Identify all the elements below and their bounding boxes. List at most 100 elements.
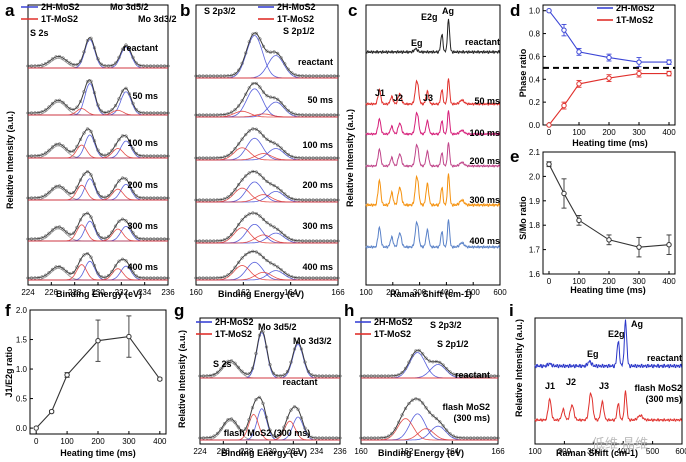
panel-b-data-point (332, 156, 337, 160)
peak-j1-label: J1 (375, 88, 385, 98)
panel-a-data-point (92, 91, 97, 95)
panel-f-xtick-label: 300 (122, 437, 136, 446)
a-row-300ms: 300 ms (127, 221, 158, 231)
panel-a-data-point (162, 64, 167, 68)
panel-b-data-point (229, 110, 234, 114)
panel-d-data-point (666, 59, 672, 65)
panel-a-data-point (43, 273, 48, 277)
panel-a-data-point (162, 237, 167, 241)
panel-a-data-point (40, 275, 44, 279)
panel-b-data-point (276, 51, 280, 56)
panel-a-data-point (103, 195, 107, 199)
panel-f-data-point (126, 333, 132, 340)
panel-a-data-point (54, 99, 58, 103)
panel-b-data-point (307, 156, 312, 160)
panel-g-xtick-label: 226 (217, 447, 231, 456)
panel-h-data-point (376, 374, 380, 378)
panel-a-data-point (131, 55, 135, 60)
panel-a-legend: 2H-MoS2 1T-MoS2 (21, 2, 80, 24)
panel-h-data-point (468, 374, 473, 378)
panel-a-data-point (33, 276, 37, 280)
panel-e-ytick-label: 1.7 (529, 246, 541, 255)
a-row-reactant: reactant (123, 43, 158, 53)
c-row-300ms: 300 ms (469, 195, 500, 205)
panel-a-data-point (89, 36, 93, 40)
panel-g-xtick-label: 230 (263, 447, 277, 456)
panel-a-data-point (82, 90, 86, 94)
panel-h-data-point (414, 349, 418, 353)
panel-b-data-point (244, 174, 248, 178)
panel-a-data-point (36, 153, 41, 158)
panel-b-data-point (205, 74, 209, 78)
legend-2h-label: 2H-MoS2 (41, 2, 80, 12)
panel-a-data-point (96, 148, 100, 152)
peak-s2p12-label: S 2p1/2 (283, 26, 315, 36)
panel-b-data-point (247, 212, 251, 216)
panel-b-data-point (258, 172, 262, 177)
panel-i-xtick-label: 200 (558, 447, 572, 456)
peak-s2p32-label: S 2p3/2 (430, 320, 462, 330)
c-row-400ms: 400 ms (469, 236, 500, 246)
panel-b-data-point (251, 211, 255, 215)
panel-b-data-point (332, 74, 337, 78)
panel-b-data-point (325, 113, 330, 117)
panel-e-data-point (561, 190, 567, 197)
panel-c-xtick-label: 500 (467, 288, 481, 297)
panel-b-data-point (318, 156, 322, 160)
panel-h-data-point (359, 374, 363, 378)
panel-b-data-point (322, 74, 326, 78)
panel-b-component (196, 153, 338, 161)
panel-a-data-point (61, 227, 65, 231)
panel-b-data-point (268, 139, 273, 144)
panel-b-data-point (240, 99, 244, 103)
panel-b-component (196, 271, 338, 281)
panel-i-xtick-label: 500 (646, 447, 660, 456)
panel-a-data-point (29, 154, 34, 158)
panel-a-data-point (47, 270, 51, 275)
panel-a-data-point (155, 111, 160, 115)
panel-a-data-point (43, 151, 48, 155)
panel-g-data-point (236, 425, 241, 429)
panel-c-spectrum (365, 110, 501, 136)
panel-b-data-point (325, 198, 330, 202)
panel-c-spectrum (365, 142, 501, 168)
panel-a-data-point (82, 253, 86, 257)
panel-d-xtick-label: 300 (632, 128, 646, 137)
panel-d-letter: d (510, 1, 520, 20)
panel-b-data-point (194, 156, 198, 160)
c-row-200ms: 200 ms (469, 156, 500, 166)
panel-h-data-point (434, 416, 439, 421)
panel-b-data-point (290, 111, 294, 115)
panel-a-data-point (92, 182, 97, 186)
panel-a-xtick-label: 230 (91, 288, 105, 297)
panel-a-data-point (120, 89, 125, 93)
panel-h-data-point (458, 374, 462, 378)
panel-a-letter: a (5, 1, 15, 20)
panel-b-data-point (197, 276, 202, 280)
spectra-layer (26, 8, 683, 441)
panel-b-data-point (233, 187, 237, 192)
panel-b-data-point (290, 71, 294, 75)
panel-h-data-point (403, 406, 408, 411)
panel-a-data-point (82, 172, 86, 176)
panel-a-data-point (33, 237, 37, 241)
panel-b-data-point (254, 31, 259, 36)
panel-a-data-point (124, 134, 128, 138)
panel-g-data-point (198, 436, 202, 440)
panel-g-data-point (334, 374, 339, 378)
panel-b-data-point (265, 94, 269, 98)
g-row-reactant: reactant (282, 377, 317, 387)
panel-a-data-point (162, 111, 167, 115)
panel-c-spectrum (365, 78, 500, 106)
panel-a-data-point (166, 276, 170, 280)
panel-a-data-point (75, 105, 79, 109)
panel-g-data-point (257, 333, 262, 337)
h-row-flash: flash MoS2 (442, 402, 490, 412)
panel-a-data-point (117, 55, 121, 60)
panel-a-data-point (50, 267, 55, 272)
panel-b-data-point (286, 152, 290, 157)
panel-g-ylabel: Relative Intensity (a.u.) (177, 330, 187, 428)
panel-b-xlabel: Binding Energy (eV) (218, 289, 304, 299)
panel-a-data-point (127, 47, 132, 51)
a-row-100ms: 100 ms (127, 138, 158, 148)
